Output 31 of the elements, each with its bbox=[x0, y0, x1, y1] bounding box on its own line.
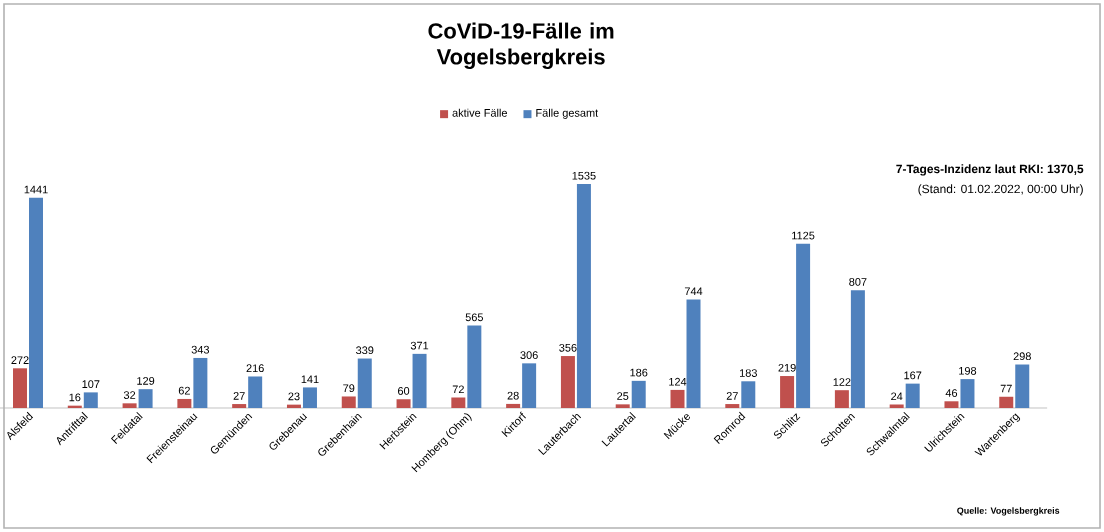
bar bbox=[341, 396, 356, 408]
bar bbox=[905, 383, 920, 408]
bar bbox=[999, 396, 1014, 408]
bar bbox=[248, 376, 263, 408]
bar bbox=[796, 243, 811, 408]
bar bbox=[560, 356, 575, 408]
bar bbox=[138, 389, 153, 408]
bar bbox=[780, 376, 795, 408]
bar bbox=[670, 389, 685, 408]
bar bbox=[177, 398, 192, 408]
bar bbox=[631, 380, 646, 408]
chart-title: CoViD-19-Fälle im Vogelsbergkreis bbox=[428, 22, 614, 70]
bar bbox=[944, 401, 959, 408]
bar bbox=[686, 299, 701, 408]
bar bbox=[13, 368, 27, 408]
bar bbox=[834, 390, 849, 408]
bar bbox=[467, 325, 482, 408]
bar bbox=[741, 381, 756, 408]
bar bbox=[1015, 364, 1030, 408]
bar bbox=[576, 183, 591, 408]
bar bbox=[357, 358, 372, 408]
bar bbox=[412, 353, 427, 408]
bar bbox=[29, 197, 43, 408]
bar bbox=[960, 379, 975, 408]
bar bbox=[850, 290, 865, 408]
bar bbox=[522, 363, 537, 408]
bar bbox=[302, 387, 317, 408]
bar bbox=[451, 397, 466, 408]
bar bbox=[193, 357, 208, 408]
bar bbox=[396, 399, 411, 408]
bar bbox=[83, 392, 98, 408]
